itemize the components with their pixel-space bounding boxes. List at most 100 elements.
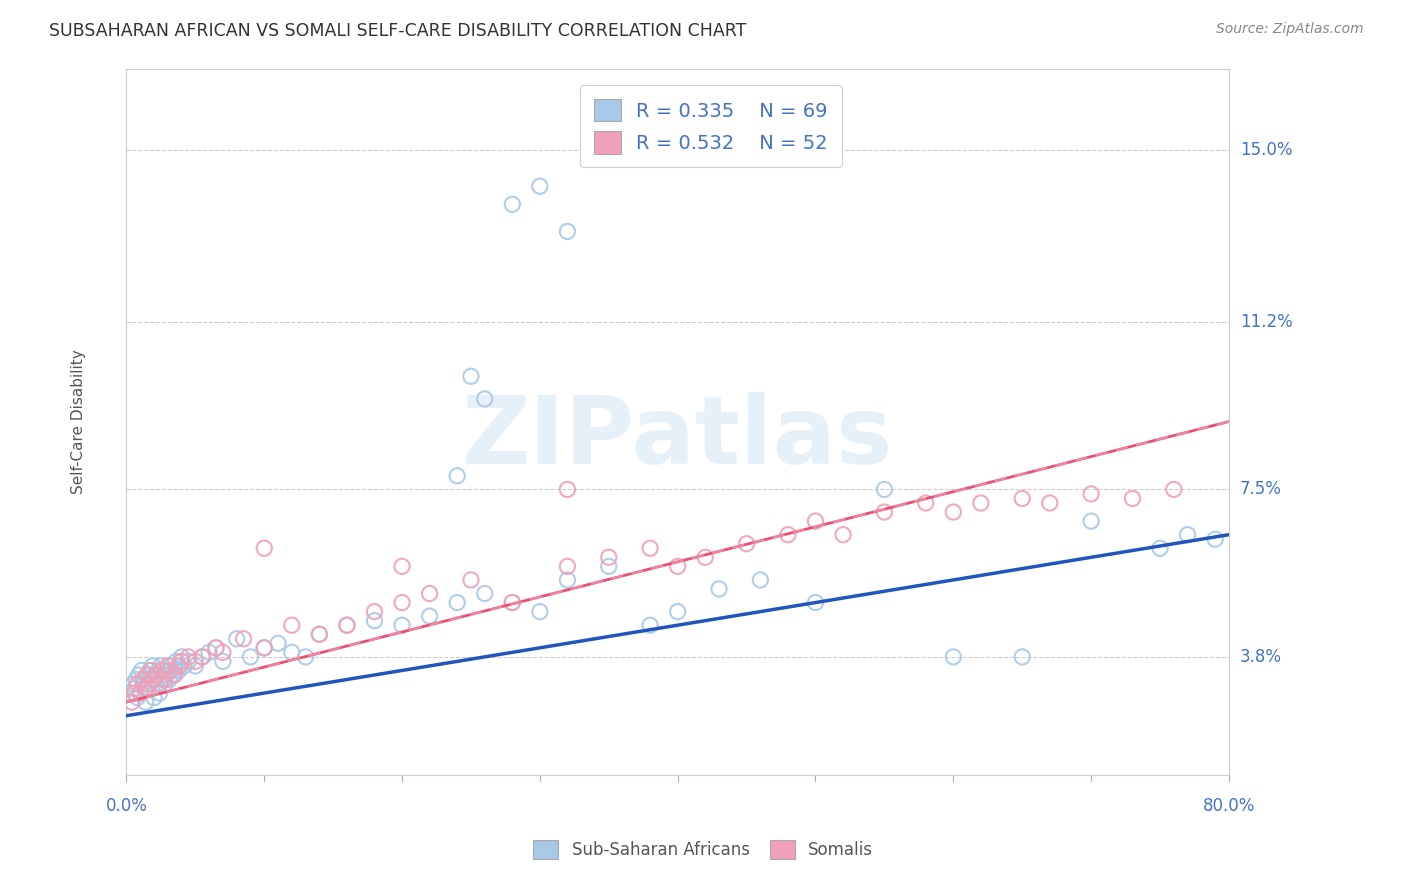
- Point: [776, 527, 799, 541]
- Point: [198, 645, 221, 659]
- Point: [131, 664, 153, 678]
- Point: [173, 659, 195, 673]
- Point: [557, 224, 579, 238]
- Point: [336, 618, 359, 632]
- Point: [391, 618, 413, 632]
- Point: [191, 649, 214, 664]
- Point: [363, 605, 385, 619]
- Point: [474, 392, 496, 406]
- Point: [294, 649, 316, 664]
- Point: [205, 640, 228, 655]
- Point: [159, 659, 181, 673]
- Point: [143, 668, 166, 682]
- Point: [942, 505, 965, 519]
- Point: [120, 686, 142, 700]
- Point: [638, 541, 661, 556]
- Point: [145, 668, 167, 682]
- Point: [156, 664, 179, 678]
- Point: [557, 483, 579, 497]
- Point: [225, 632, 247, 646]
- Point: [121, 695, 143, 709]
- Point: [1177, 527, 1199, 541]
- Point: [163, 664, 186, 678]
- Point: [1011, 649, 1033, 664]
- Point: [308, 627, 330, 641]
- Point: [138, 677, 160, 691]
- Point: [150, 673, 173, 687]
- Point: [735, 537, 758, 551]
- Point: [873, 505, 896, 519]
- Legend: Sub-Saharan Africans, Somalis: Sub-Saharan Africans, Somalis: [526, 834, 880, 866]
- Point: [127, 690, 149, 705]
- Point: [308, 627, 330, 641]
- Point: [598, 559, 620, 574]
- Point: [267, 636, 290, 650]
- Point: [1149, 541, 1171, 556]
- Point: [150, 664, 173, 678]
- Point: [1204, 532, 1226, 546]
- Point: [253, 640, 276, 655]
- Point: [157, 673, 180, 687]
- Text: 3.8%: 3.8%: [1240, 648, 1282, 665]
- Point: [832, 527, 855, 541]
- Point: [232, 632, 254, 646]
- Point: [141, 673, 163, 687]
- Point: [177, 654, 200, 668]
- Point: [143, 690, 166, 705]
- Point: [1080, 514, 1102, 528]
- Point: [804, 514, 827, 528]
- Text: 7.5%: 7.5%: [1240, 481, 1282, 499]
- Point: [501, 596, 523, 610]
- Text: Source: ZipAtlas.com: Source: ZipAtlas.com: [1216, 22, 1364, 37]
- Point: [239, 649, 262, 664]
- Point: [142, 659, 165, 673]
- Point: [419, 609, 441, 624]
- Point: [141, 664, 163, 678]
- Point: [804, 596, 827, 610]
- Point: [153, 677, 176, 691]
- Point: [253, 640, 276, 655]
- Point: [336, 618, 359, 632]
- Point: [170, 654, 193, 668]
- Point: [159, 664, 181, 678]
- Text: 80.0%: 80.0%: [1202, 797, 1256, 815]
- Point: [136, 668, 159, 682]
- Point: [1121, 491, 1143, 506]
- Point: [460, 573, 482, 587]
- Point: [148, 677, 170, 691]
- Point: [139, 664, 162, 678]
- Point: [163, 668, 186, 682]
- Point: [136, 668, 159, 682]
- Point: [132, 677, 155, 691]
- Point: [160, 668, 183, 682]
- Point: [212, 654, 235, 668]
- Point: [695, 550, 717, 565]
- Point: [970, 496, 993, 510]
- Point: [128, 668, 150, 682]
- Point: [1080, 487, 1102, 501]
- Point: [446, 596, 468, 610]
- Point: [146, 664, 169, 678]
- Point: [281, 618, 304, 632]
- Point: [460, 369, 482, 384]
- Point: [124, 686, 146, 700]
- Text: Self-Care Disability: Self-Care Disability: [70, 349, 86, 494]
- Point: [135, 681, 157, 696]
- Point: [873, 483, 896, 497]
- Point: [184, 654, 207, 668]
- Point: [184, 659, 207, 673]
- Point: [749, 573, 772, 587]
- Point: [501, 197, 523, 211]
- Point: [156, 659, 179, 673]
- Point: [132, 673, 155, 687]
- Point: [1011, 491, 1033, 506]
- Point: [501, 596, 523, 610]
- Point: [666, 559, 689, 574]
- Point: [529, 605, 551, 619]
- Point: [529, 179, 551, 194]
- Point: [666, 605, 689, 619]
- Point: [281, 645, 304, 659]
- Point: [598, 550, 620, 565]
- Point: [1039, 496, 1062, 510]
- Text: 11.2%: 11.2%: [1240, 313, 1292, 331]
